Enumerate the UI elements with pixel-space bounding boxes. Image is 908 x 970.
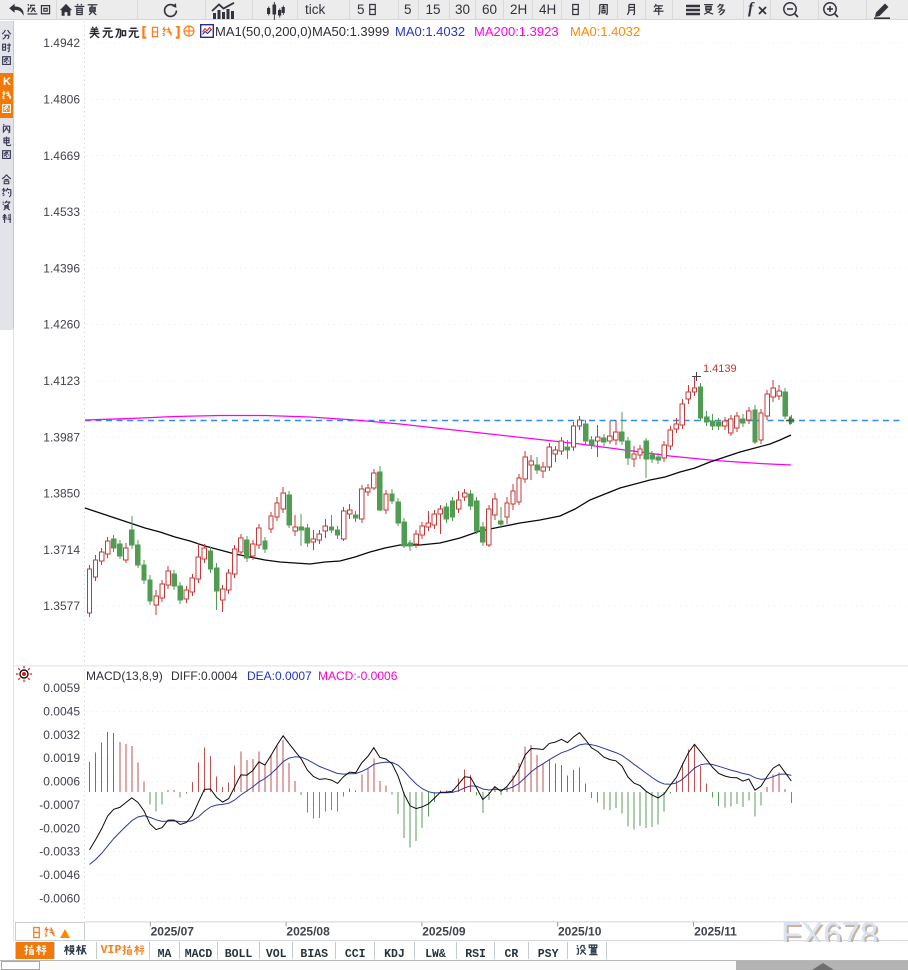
svg-text:-0.0020: -0.0020 — [39, 821, 80, 835]
svg-text:0.0045: 0.0045 — [43, 705, 80, 719]
svg-text:-0.0033: -0.0033 — [39, 845, 80, 859]
svg-text:1.3714: 1.3714 — [43, 543, 80, 557]
svg-text:1.4139: 1.4139 — [703, 363, 737, 375]
svg-text:2025/08: 2025/08 — [286, 925, 330, 939]
svg-text:1.4123: 1.4123 — [43, 374, 80, 388]
svg-text:2025/11: 2025/11 — [694, 925, 737, 939]
svg-text:0.0032: 0.0032 — [43, 728, 80, 742]
svg-text:1.4806: 1.4806 — [43, 93, 80, 107]
svg-text:2025/09: 2025/09 — [422, 925, 466, 939]
svg-text:-0.0060: -0.0060 — [39, 891, 80, 905]
svg-text:0.0019: 0.0019 — [43, 751, 80, 765]
svg-text:-0.0007: -0.0007 — [39, 798, 80, 812]
svg-text:2025/10: 2025/10 — [558, 925, 602, 939]
svg-text:1.4533: 1.4533 — [43, 205, 80, 219]
svg-text:1.4669: 1.4669 — [43, 149, 80, 163]
svg-text:1.4260: 1.4260 — [43, 318, 80, 332]
svg-text:1.3850: 1.3850 — [43, 487, 80, 501]
svg-text:0.0059: 0.0059 — [43, 681, 80, 695]
svg-text:1.3577: 1.3577 — [43, 599, 80, 613]
svg-text:DEA:0.0007: DEA:0.0007 — [247, 669, 312, 683]
svg-text:1.3987: 1.3987 — [43, 430, 80, 444]
svg-text:2025/07: 2025/07 — [151, 925, 195, 939]
svg-text:MACD:-0.0006: MACD:-0.0006 — [318, 669, 398, 683]
svg-text:1.4942: 1.4942 — [43, 36, 80, 50]
svg-text:1.4396: 1.4396 — [43, 261, 80, 275]
svg-text:0.0006: 0.0006 — [43, 775, 80, 789]
svg-text:MACD(13,8,9): MACD(13,8,9) — [86, 669, 163, 683]
svg-text:DIFF:0.0004: DIFF:0.0004 — [171, 669, 238, 683]
svg-text:-0.0046: -0.0046 — [39, 868, 80, 882]
